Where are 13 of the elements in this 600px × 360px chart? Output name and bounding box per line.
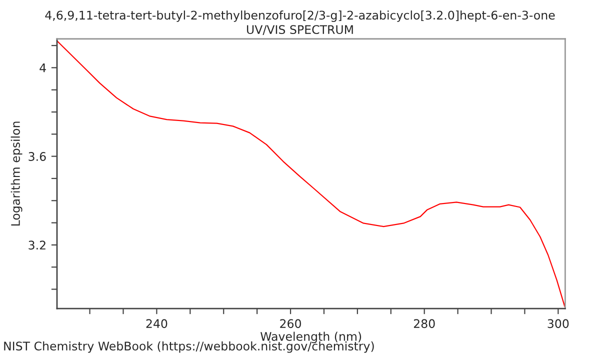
line-series bbox=[57, 40, 566, 308]
text: NIST Chemistry WebBook (https://webbook.nist.gov/chemistry) bbox=[4, 341, 374, 353]
x-tick-label: 280 bbox=[414, 319, 435, 328]
y-tick-label: 3.6 bbox=[28, 152, 46, 161]
x-tick-label: 300 bbox=[548, 319, 569, 328]
x-tick-label: 260 bbox=[280, 319, 302, 328]
x-tick-label: 240 bbox=[146, 319, 168, 328]
y-axis-title: Logarithm epsilon bbox=[10, 122, 22, 226]
chart-title: 4,6,9,11-tetra-tert-butyl-2-methylbenzofuro[2/3-g]-2-azabicyclo[3.2.0]hept-6-en-3-one bbox=[45, 10, 555, 22]
x-axis-title: Wavelength (nm) bbox=[260, 332, 362, 344]
y-tick-label: 4 bbox=[40, 64, 46, 72]
y-tick-label: 3.2 bbox=[28, 240, 46, 250]
chart-subtitle: UV/VIS SPECTRUM bbox=[247, 25, 353, 35]
